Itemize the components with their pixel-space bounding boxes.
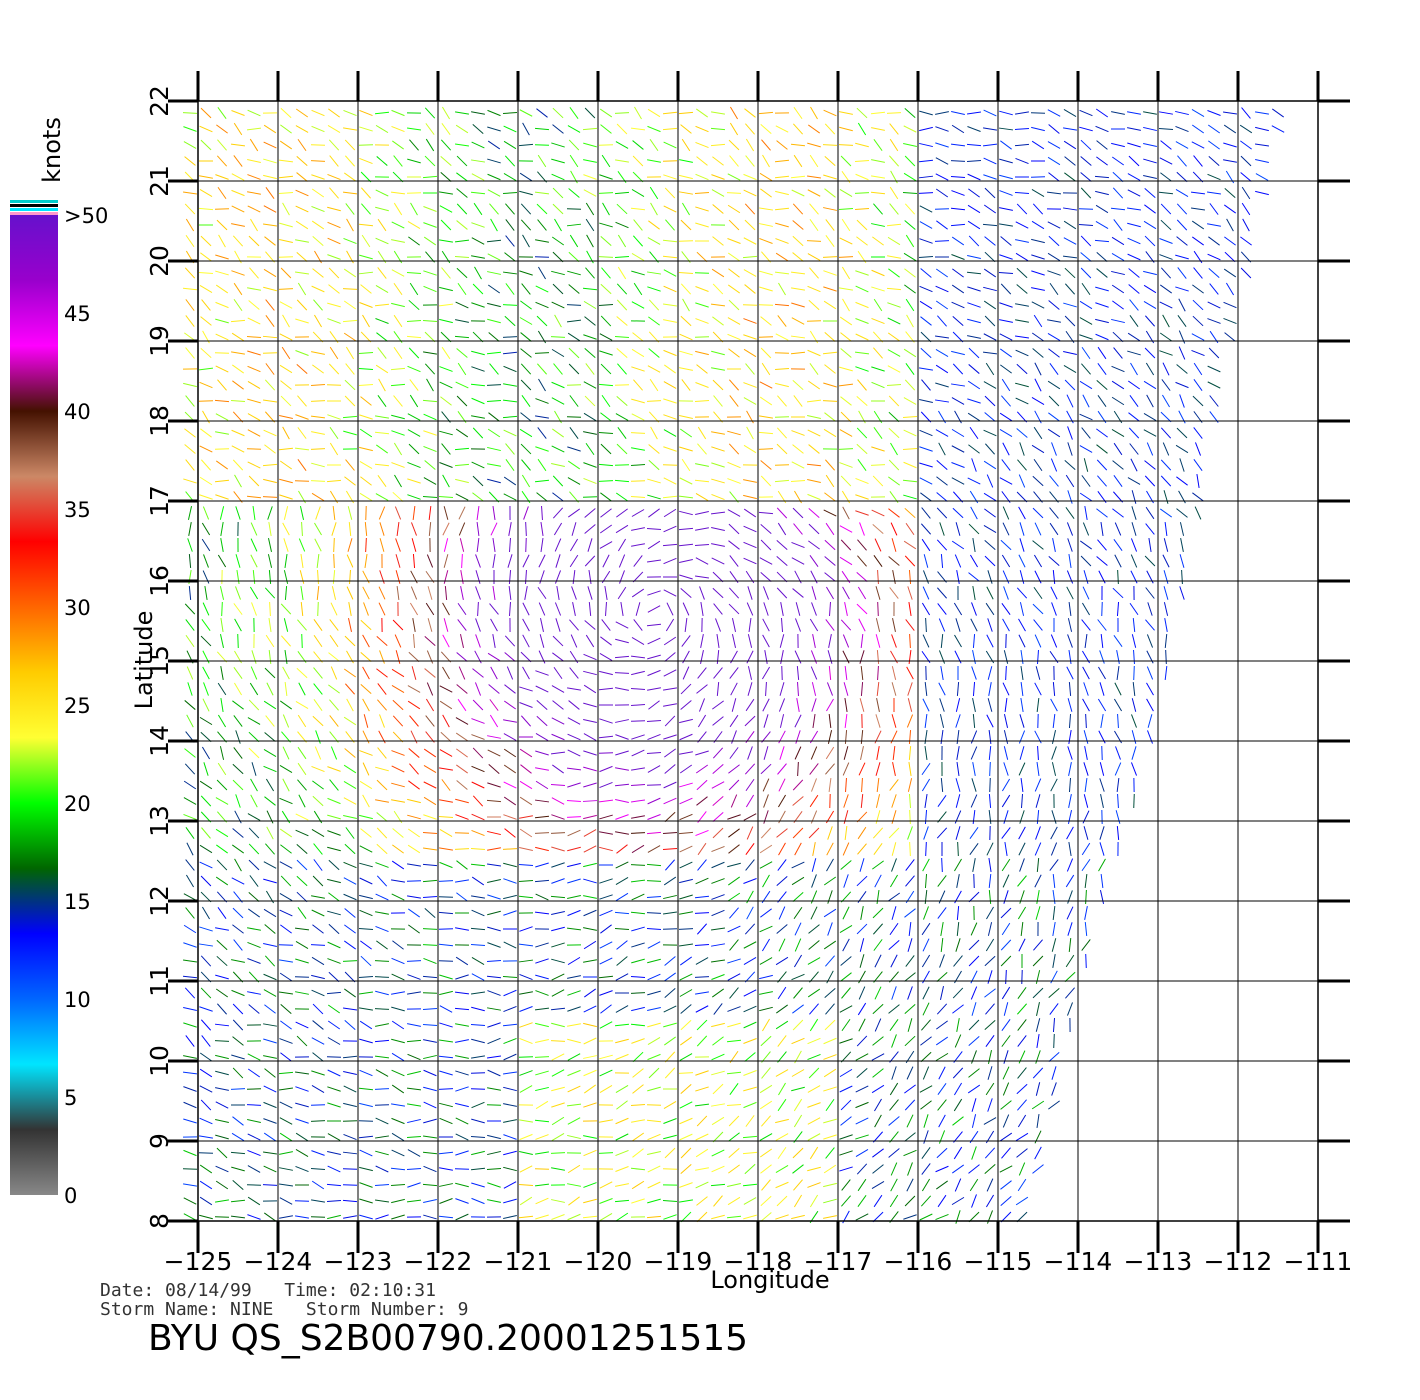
y-axis-title: Latitude bbox=[130, 611, 158, 710]
colorbar-labels: 0 5 10 15 20 25 30 35 40 45 >50 bbox=[64, 204, 108, 1208]
y-tick-label: 16 bbox=[145, 565, 174, 597]
x-tick-label: −113 bbox=[1124, 1247, 1193, 1276]
product-title: BYU QS_S2B00790.20001251515 bbox=[148, 1318, 749, 1359]
x-tick-label: −118 bbox=[724, 1247, 793, 1276]
colorbar-label: 5 bbox=[64, 1086, 77, 1110]
y-tick-label: 8 bbox=[145, 1213, 174, 1229]
colorbar-label: 25 bbox=[64, 694, 91, 718]
date-time-line: Date: 08/14/99 Time: 02:10:31 bbox=[100, 1280, 436, 1301]
y-tick-label: 15 bbox=[145, 645, 174, 677]
colorbar-label: 30 bbox=[64, 596, 91, 620]
x-tick-label: −115 bbox=[964, 1247, 1033, 1276]
colorbar-label: >50 bbox=[64, 204, 108, 228]
y-tick-label: 22 bbox=[145, 85, 174, 117]
y-tick-label: 21 bbox=[145, 165, 174, 197]
storm-info-line: Storm Name: NINE Storm Number: 9 bbox=[100, 1299, 469, 1320]
colorbar-label: 15 bbox=[64, 890, 91, 914]
y-tick-label: 11 bbox=[145, 965, 174, 997]
colorbar-label: 40 bbox=[64, 400, 91, 424]
x-tick-label: −112 bbox=[1204, 1247, 1273, 1276]
grid-lines bbox=[197, 100, 1319, 1222]
x-tick-label: −116 bbox=[884, 1247, 953, 1276]
x-tick-label: −120 bbox=[564, 1247, 633, 1276]
colorbar-ramp bbox=[10, 215, 58, 1195]
colorbar-label: 45 bbox=[64, 302, 91, 326]
x-tick-label: −123 bbox=[324, 1247, 393, 1276]
x-tick-label: −121 bbox=[484, 1247, 553, 1276]
y-tick-labels: 8 9 10 11 12 13 14 15 16 17 18 19 20 21 22 bbox=[145, 85, 174, 1229]
y-tick-label: 14 bbox=[145, 725, 174, 757]
x-tick-label: −111 bbox=[1284, 1247, 1353, 1276]
x-axis-title: Longitude bbox=[710, 1266, 829, 1294]
y-tick-label: 20 bbox=[145, 245, 174, 277]
x-tick-labels: −125 −124 −123 −122 −121 −120 −119 −118 −117 −116… bbox=[164, 1247, 1353, 1276]
axis-ticks bbox=[168, 71, 1350, 1253]
wind-vectors bbox=[182, 106, 1285, 1224]
y-tick-label: 9 bbox=[145, 1133, 174, 1149]
y-tick-label: 18 bbox=[145, 405, 174, 437]
x-tick-label: −124 bbox=[244, 1247, 313, 1276]
x-tick-label: −114 bbox=[1044, 1247, 1113, 1276]
colorbar-label: 10 bbox=[64, 988, 91, 1012]
colorbar-label: 0 bbox=[64, 1184, 77, 1208]
x-tick-label: −125 bbox=[164, 1247, 233, 1276]
colorbar bbox=[10, 200, 58, 1195]
colorbar-label: 20 bbox=[64, 792, 91, 816]
colorbar-unit-label: knots bbox=[38, 117, 66, 183]
y-tick-label: 17 bbox=[145, 485, 174, 517]
y-tick-label: 12 bbox=[145, 885, 174, 917]
x-tick-label: −117 bbox=[804, 1247, 873, 1276]
x-tick-label: −119 bbox=[644, 1247, 713, 1276]
y-tick-label: 13 bbox=[145, 805, 174, 837]
y-tick-label: 19 bbox=[145, 325, 174, 357]
y-tick-label: 10 bbox=[145, 1045, 174, 1077]
x-tick-label: −122 bbox=[404, 1247, 473, 1276]
colorbar-label: 35 bbox=[64, 498, 91, 522]
